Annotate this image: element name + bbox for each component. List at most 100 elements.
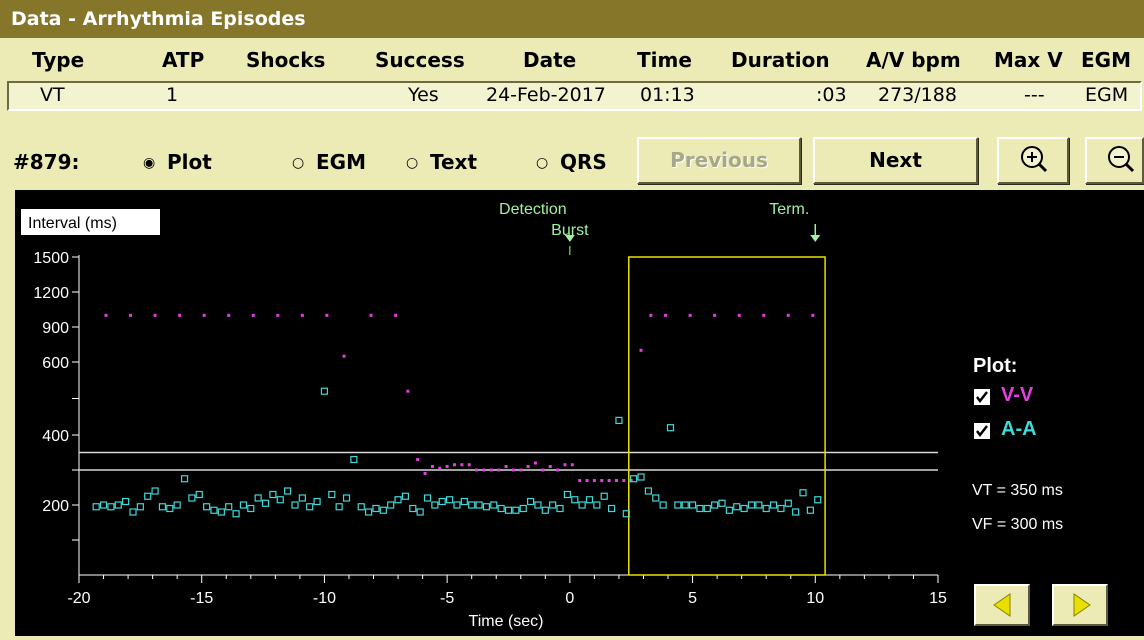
annotation-term: Term. bbox=[769, 201, 809, 218]
aa-point bbox=[755, 501, 763, 509]
aa-point bbox=[203, 503, 211, 511]
aa-point bbox=[659, 501, 667, 509]
aa-point bbox=[99, 501, 108, 509]
aa-point bbox=[600, 492, 608, 500]
vv-point bbox=[607, 479, 611, 482]
y-tick-label: 1500 bbox=[33, 250, 69, 267]
radio-qrs-label: QRS bbox=[560, 150, 607, 174]
header-success: Success bbox=[375, 48, 465, 72]
vv-point bbox=[592, 479, 596, 482]
vv-point bbox=[300, 313, 304, 317]
y-tick-label: 600 bbox=[42, 355, 69, 372]
x-tick-label: 10 bbox=[806, 590, 824, 607]
vt-threshold-text: VT = 350 ms bbox=[972, 482, 1063, 499]
aa-point bbox=[482, 503, 491, 511]
vv-point bbox=[688, 313, 692, 317]
vv-point bbox=[713, 313, 717, 317]
vv-point bbox=[467, 463, 471, 467]
vv-point bbox=[460, 463, 464, 467]
cell-success: Yes bbox=[408, 84, 439, 106]
interval-chart: Interval (ms) 200 400 600 900 1200 1500 -20 -15 -… bbox=[21, 201, 947, 630]
termination-window bbox=[628, 256, 826, 576]
vf-threshold-text: VF = 300 ms bbox=[972, 516, 1064, 533]
vv-point bbox=[325, 313, 329, 317]
aa-point bbox=[644, 487, 652, 495]
window-title: Data - Arrhythmia Episodes bbox=[0, 0, 1144, 38]
legend-checkbox-aa[interactable] bbox=[974, 423, 990, 439]
vv-point bbox=[526, 465, 530, 468]
aa-point bbox=[136, 503, 144, 511]
radio-plot[interactable]: ◉ Plot bbox=[143, 150, 212, 174]
next-button[interactable]: Next bbox=[813, 137, 978, 184]
radio-selected-icon: ◉ bbox=[143, 155, 156, 171]
vv-point bbox=[276, 313, 280, 317]
aa-point bbox=[284, 487, 292, 495]
vv-point bbox=[585, 479, 589, 482]
aa-point bbox=[696, 504, 704, 513]
aa-point bbox=[652, 494, 660, 502]
legend-checkbox-vv[interactable] bbox=[974, 389, 990, 405]
aa-point bbox=[526, 497, 535, 506]
aa-point bbox=[357, 503, 365, 511]
zoom-out-icon bbox=[1108, 146, 1135, 173]
zoom-in-button[interactable] bbox=[997, 137, 1069, 184]
aa-point bbox=[394, 496, 402, 504]
header-av-bpm: A/V bpm bbox=[866, 48, 961, 72]
aa-point bbox=[423, 494, 432, 502]
scroll-left-button[interactable] bbox=[974, 584, 1030, 626]
aa-point bbox=[188, 494, 196, 502]
aa-point bbox=[379, 506, 387, 514]
x-tick-label: 0 bbox=[565, 590, 574, 607]
aa-point bbox=[688, 501, 697, 509]
aa-point bbox=[460, 497, 468, 506]
vv-point bbox=[489, 468, 493, 472]
vv-point bbox=[811, 313, 815, 317]
aa-point bbox=[585, 496, 594, 504]
aa-point bbox=[247, 504, 255, 513]
vv-point bbox=[622, 479, 626, 482]
vv-point bbox=[394, 313, 398, 317]
radio-text[interactable]: ○ Text bbox=[406, 150, 477, 174]
zoom-in-icon bbox=[1021, 146, 1048, 173]
aa-point bbox=[365, 508, 373, 516]
aa-point bbox=[740, 504, 748, 513]
episode-row[interactable] bbox=[7, 81, 1142, 111]
radio-unselected-icon: ○ bbox=[406, 155, 419, 171]
scroll-right-button[interactable] bbox=[1052, 584, 1108, 626]
aa-point bbox=[703, 504, 711, 513]
vv-point bbox=[497, 468, 501, 472]
aa-point bbox=[593, 501, 601, 509]
aa-point bbox=[269, 490, 277, 499]
aa-point bbox=[630, 475, 638, 483]
aa-point bbox=[519, 504, 527, 513]
vv-point bbox=[762, 313, 766, 317]
y-tick-label: 200 bbox=[42, 498, 69, 515]
vv-point bbox=[406, 389, 410, 393]
aa-point bbox=[114, 501, 122, 509]
aa-point bbox=[453, 501, 461, 509]
aa-point bbox=[777, 504, 785, 513]
aa-point bbox=[92, 503, 100, 511]
vv-point bbox=[639, 348, 643, 352]
aa-point bbox=[372, 504, 380, 513]
radio-unselected-icon: ○ bbox=[536, 155, 549, 171]
zoom-out-button[interactable] bbox=[1085, 137, 1144, 184]
vv-point bbox=[153, 313, 157, 317]
aa-point bbox=[144, 492, 152, 500]
x-tick-label: -5 bbox=[440, 590, 454, 607]
previous-button[interactable]: Previous bbox=[637, 137, 801, 184]
aa-point bbox=[151, 487, 159, 495]
cell-atp: 1 bbox=[166, 84, 179, 106]
legend-title: Plot: bbox=[973, 355, 1018, 377]
vv-point bbox=[649, 313, 653, 317]
aa-point bbox=[490, 501, 498, 509]
aa-point bbox=[711, 501, 719, 509]
radio-qrs[interactable]: ○ QRS bbox=[536, 150, 607, 174]
header-max-v: Max V bbox=[994, 48, 1063, 72]
cell-egm[interactable]: EGM bbox=[1085, 84, 1129, 106]
vv-point bbox=[342, 354, 346, 358]
radio-egm[interactable]: ○ EGM bbox=[292, 150, 366, 174]
vv-point bbox=[438, 466, 442, 470]
vv-point bbox=[482, 468, 486, 472]
cell-av-bpm: 273/188 bbox=[878, 84, 957, 106]
